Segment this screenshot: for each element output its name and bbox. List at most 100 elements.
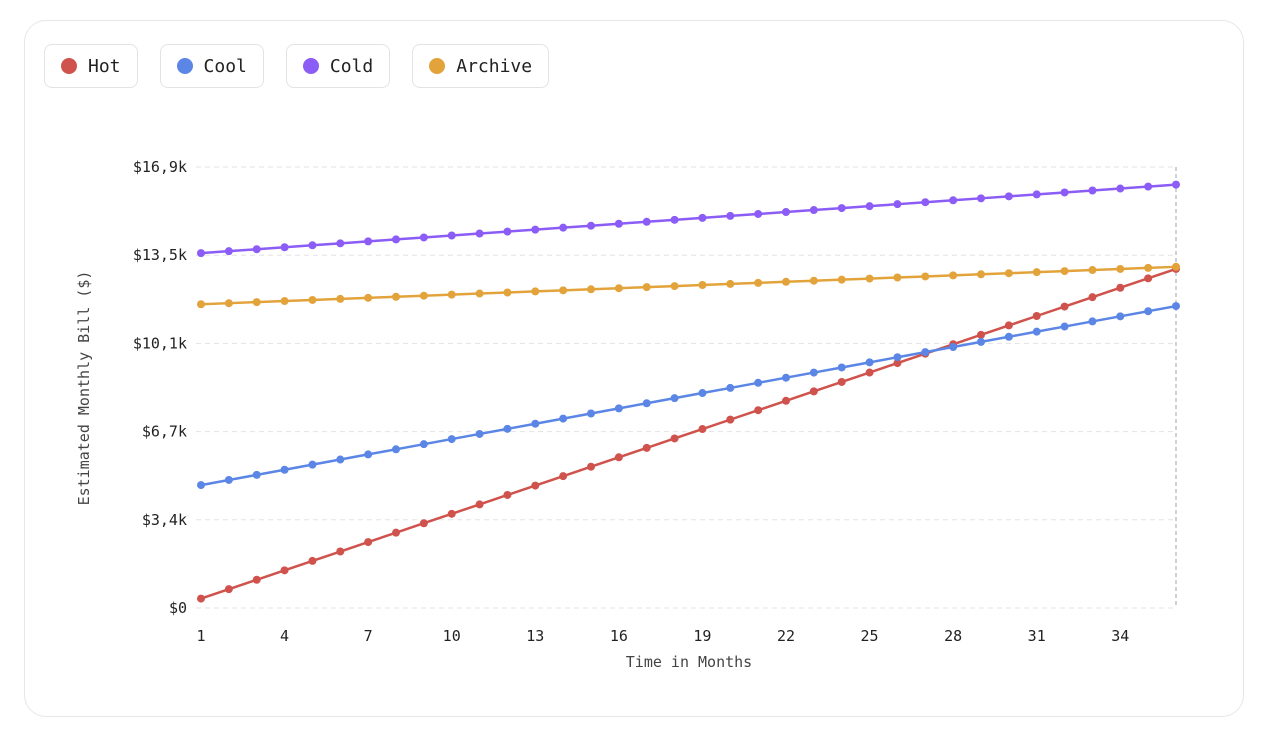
data-point-archive[interactable] [921, 272, 930, 281]
data-point-cool[interactable] [726, 383, 735, 392]
data-point-archive[interactable] [392, 292, 400, 301]
data-point-archive[interactable] [531, 287, 540, 296]
data-point-cool[interactable] [698, 389, 707, 398]
data-point-archive[interactable] [280, 297, 289, 306]
data-point-cool[interactable] [754, 378, 763, 387]
data-point-archive[interactable] [419, 291, 428, 300]
data-point-cold[interactable] [837, 204, 846, 213]
data-point-hot[interactable] [419, 519, 428, 528]
data-point-cool[interactable] [336, 455, 345, 464]
data-point-cold[interactable] [224, 247, 233, 256]
data-point-hot[interactable] [614, 453, 623, 462]
data-point-cold[interactable] [809, 206, 818, 215]
data-point-cold[interactable] [1088, 186, 1097, 195]
data-point-archive[interactable] [809, 276, 818, 285]
data-point-cool[interactable] [197, 481, 205, 490]
data-point-hot[interactable] [197, 594, 205, 603]
data-point-archive[interactable] [642, 283, 651, 292]
data-point-cold[interactable] [698, 213, 707, 222]
data-point-cool[interactable] [531, 419, 540, 428]
data-point-cold[interactable] [364, 237, 373, 246]
data-point-cold[interactable] [308, 241, 317, 250]
data-point-cold[interactable] [392, 235, 400, 244]
data-point-cool[interactable] [224, 475, 233, 484]
data-point-cool[interactable] [1144, 307, 1153, 316]
data-point-cold[interactable] [893, 200, 902, 209]
data-point-archive[interactable] [336, 294, 345, 303]
data-point-cool[interactable] [1032, 327, 1041, 336]
data-point-cold[interactable] [1172, 180, 1180, 189]
data-point-hot[interactable] [308, 556, 317, 565]
data-point-cold[interactable] [559, 223, 568, 232]
data-point-cool[interactable] [642, 399, 651, 408]
data-point-cold[interactable] [280, 243, 289, 252]
data-point-cold[interactable] [754, 209, 763, 218]
data-point-cold[interactable] [197, 249, 205, 258]
data-point-archive[interactable] [1004, 269, 1013, 278]
data-point-archive[interactable] [726, 279, 735, 288]
data-point-cold[interactable] [865, 202, 874, 211]
legend-item-hot[interactable]: Hot [44, 44, 138, 88]
data-point-hot[interactable] [1144, 274, 1153, 283]
data-point-archive[interactable] [197, 300, 205, 309]
data-point-archive[interactable] [754, 278, 763, 287]
data-point-hot[interactable] [364, 538, 373, 547]
data-point-archive[interactable] [475, 289, 484, 298]
data-point-cool[interactable] [475, 429, 484, 438]
data-point-cool[interactable] [364, 450, 373, 459]
data-point-hot[interactable] [670, 434, 679, 443]
data-point-cold[interactable] [447, 231, 456, 240]
data-point-cold[interactable] [475, 229, 484, 238]
data-point-hot[interactable] [224, 585, 233, 594]
data-point-cool[interactable] [865, 358, 874, 367]
data-point-archive[interactable] [1060, 267, 1069, 276]
data-point-cool[interactable] [503, 424, 512, 433]
data-point-archive[interactable] [364, 293, 373, 302]
legend-item-cool[interactable]: Cool [159, 44, 264, 88]
data-point-cool[interactable] [447, 435, 456, 444]
data-point-cool[interactable] [308, 460, 317, 469]
data-point-hot[interactable] [475, 500, 484, 509]
data-point-archive[interactable] [308, 295, 317, 304]
data-point-hot[interactable] [837, 377, 846, 386]
data-point-hot[interactable] [587, 462, 595, 471]
data-point-cold[interactable] [642, 217, 651, 226]
data-point-cold[interactable] [1032, 190, 1041, 199]
legend-item-archive[interactable]: Archive [412, 44, 550, 88]
data-point-cool[interactable] [1116, 312, 1125, 321]
data-point-hot[interactable] [782, 396, 790, 405]
data-point-cool[interactable] [782, 373, 790, 382]
data-point-archive[interactable] [614, 284, 623, 293]
data-point-cold[interactable] [419, 233, 428, 242]
data-point-hot[interactable] [447, 509, 456, 518]
data-point-archive[interactable] [1144, 263, 1153, 272]
data-point-cold[interactable] [949, 196, 958, 205]
data-point-hot[interactable] [642, 443, 651, 452]
data-point-hot[interactable] [865, 368, 874, 377]
data-point-cold[interactable] [587, 221, 595, 230]
data-point-cool[interactable] [559, 414, 568, 423]
data-point-archive[interactable] [503, 288, 512, 297]
data-point-cold[interactable] [782, 208, 790, 217]
data-point-cool[interactable] [392, 445, 400, 454]
data-point-cold[interactable] [614, 219, 623, 228]
data-point-cool[interactable] [670, 394, 679, 403]
data-point-cool[interactable] [921, 348, 930, 357]
data-point-cold[interactable] [977, 194, 985, 203]
data-point-cool[interactable] [893, 353, 902, 362]
data-point-hot[interactable] [280, 566, 289, 575]
data-point-hot[interactable] [754, 406, 763, 415]
data-point-cool[interactable] [977, 337, 985, 346]
data-point-cool[interactable] [949, 343, 958, 352]
data-point-cold[interactable] [1144, 182, 1153, 191]
data-point-archive[interactable] [1032, 268, 1041, 277]
data-point-archive[interactable] [1172, 262, 1180, 271]
data-point-cold[interactable] [921, 198, 930, 207]
data-point-hot[interactable] [1088, 293, 1097, 302]
data-point-cool[interactable] [1004, 332, 1013, 341]
data-point-cool[interactable] [837, 363, 846, 372]
data-point-archive[interactable] [782, 277, 790, 286]
data-point-hot[interactable] [698, 425, 707, 434]
data-point-hot[interactable] [392, 528, 400, 537]
data-point-archive[interactable] [587, 285, 595, 294]
